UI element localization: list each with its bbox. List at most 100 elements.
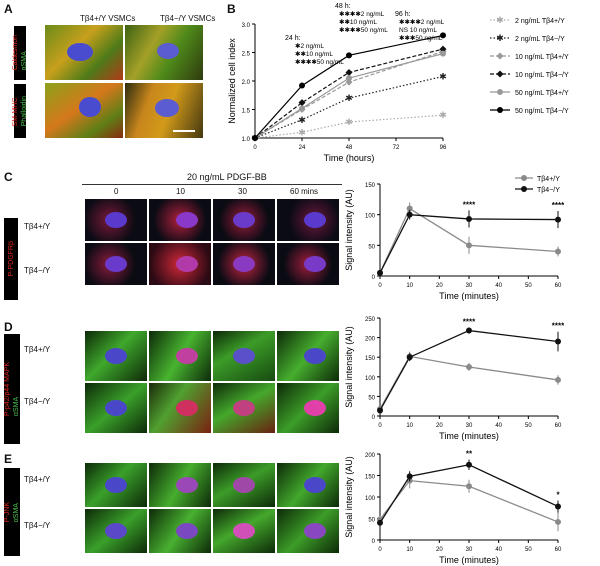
gridC-tile-r0-c2 bbox=[212, 198, 276, 242]
gridD-tile-r1-c0 bbox=[84, 382, 148, 434]
panel-a-image-caldesmon-ko bbox=[124, 24, 204, 81]
chart-c-series-line-0 bbox=[379, 207, 559, 274]
chart-d-xtick-label: 60 bbox=[555, 423, 562, 429]
chart-e-ytick-label: 200 bbox=[365, 453, 376, 459]
chart-c-ytick-label: 50 bbox=[368, 244, 375, 250]
chart-b-point-5-2 bbox=[346, 52, 352, 59]
chart-c-legend-marker-0 bbox=[521, 175, 527, 181]
chart-c-xtick-label: 60 bbox=[555, 283, 562, 289]
panel-c-header-rule bbox=[82, 184, 342, 185]
chart-b-annotation-row-t24-2: ✱✱✱✱50 ng/mL bbox=[295, 58, 344, 66]
panel-c-row-label-ko: Tβ4−/Y bbox=[24, 266, 51, 275]
chart-d-point-1-1 bbox=[406, 354, 413, 361]
chart-e-xtick-label: 30 bbox=[466, 547, 473, 553]
gridD-nucleus-r0-c2 bbox=[233, 348, 255, 364]
chart-e-point-0-2 bbox=[466, 483, 472, 490]
chart-e-point-1-0 bbox=[377, 519, 383, 526]
chart-e-ytick-label: 150 bbox=[365, 475, 376, 481]
chart-e-ytick-label: 100 bbox=[365, 496, 376, 502]
panel-a-side-label-2-red: SM-MHC bbox=[12, 97, 19, 127]
chart-e-xtick-label: 10 bbox=[406, 547, 413, 553]
gridC-tile-r1-c2 bbox=[212, 242, 276, 286]
chart-b-xtick-label: 24 bbox=[299, 145, 306, 151]
panel-a-side-label-1-red: Caldesmon bbox=[12, 35, 19, 71]
chart-b-ytick-label: 2.0 bbox=[242, 80, 251, 86]
chart-b-series-line-5 bbox=[254, 34, 444, 139]
chart-d-point-1-0 bbox=[377, 407, 383, 414]
chart-e-point-1-1 bbox=[406, 473, 413, 480]
panel-e-side-label-green: αSMA bbox=[13, 502, 20, 523]
gridD-nucleus-r1-c0 bbox=[105, 400, 127, 416]
chart-c-point-1-0 bbox=[377, 269, 383, 276]
chart-b-ytick-label: 2.5 bbox=[242, 52, 251, 58]
chart-b-annotation-row-t96-0: ✱✱✱✱2 ng/mL bbox=[399, 18, 445, 26]
gridC-tile-r1-c1 bbox=[148, 242, 212, 286]
chart-b-point-5-1 bbox=[299, 82, 305, 89]
chart-b-point-1-2: ✱ bbox=[345, 93, 353, 103]
chart-d-ytick-label: 200 bbox=[365, 337, 376, 343]
chart-b-point-4-1 bbox=[299, 105, 305, 112]
gridE-tile-r1-c2 bbox=[212, 508, 276, 554]
chart-b-legend-label-1: 2 ng/mL Tβ4−/Y bbox=[515, 36, 565, 43]
gridD-nucleus-r1-c3 bbox=[304, 400, 326, 416]
gridD-nucleus-r0-c1 bbox=[176, 348, 198, 364]
chart-c-legend-label-0: Tβ4+/Y bbox=[537, 176, 560, 183]
chart-c-xlabel: Time (minutes) bbox=[439, 291, 499, 301]
gridC-nucleus-r1-c0 bbox=[105, 256, 127, 272]
chart-d-ytick-label: 0 bbox=[372, 415, 376, 421]
panel-c-timepoint-0: 0 bbox=[114, 187, 119, 196]
gridE-tile-r0-c0 bbox=[84, 462, 148, 508]
chart-b-point-4-3 bbox=[440, 50, 446, 57]
gridC-nucleus-r1-c2 bbox=[233, 256, 255, 272]
gridC-tile-r0-c1 bbox=[148, 198, 212, 242]
chart-b-ytick-label: 1.0 bbox=[242, 137, 251, 143]
panel-d-row-label-ko: Tβ4−/Y bbox=[24, 397, 51, 406]
chart-b-point-1-3: ✱ bbox=[439, 71, 447, 81]
panel-e-row-label-ko: Tβ4−/Y bbox=[24, 521, 51, 530]
gridD-tile-r1-c2 bbox=[212, 382, 276, 434]
panel-c-treatment: 20 ng/mL PDGF-BB bbox=[187, 172, 267, 182]
chart-c-series-line-1 bbox=[379, 213, 559, 274]
chart-d-point-0-2 bbox=[466, 364, 472, 370]
gridC-tile-r0-c3 bbox=[276, 198, 340, 242]
chart-b-point-1-1: ✱ bbox=[298, 115, 306, 125]
panel-d-row-label-wt: Tβ4+/Y bbox=[24, 345, 51, 354]
chart-b-point-3-1 bbox=[298, 99, 306, 107]
chart-e-xtick-label: 60 bbox=[555, 547, 562, 553]
panel-c-timepoint-60: 60 mins bbox=[290, 187, 319, 196]
chart-c-ytick-label: 150 bbox=[365, 183, 376, 189]
chart-b-series-line-4 bbox=[254, 53, 444, 139]
gridD-tile-r1-c3 bbox=[276, 382, 340, 434]
gridC-nucleus-r0-c1 bbox=[176, 212, 198, 228]
chart-c-ytick-label: 100 bbox=[365, 214, 376, 220]
panel-d-label: D bbox=[4, 320, 13, 334]
gridD-nucleus-r0-c3 bbox=[304, 348, 326, 364]
panel-a-image-caldesmon-wt bbox=[44, 24, 124, 81]
chart-e-point-1-3 bbox=[555, 503, 561, 510]
panel-e-side-label: P-JNK αSMA bbox=[4, 468, 20, 556]
chart-d-ytick-label: 50 bbox=[368, 395, 375, 401]
chart-b-legend-label-0: 2 ng/mL Tβ4+/Y bbox=[515, 18, 565, 25]
gridC-tile-r1-c0 bbox=[84, 242, 148, 286]
panel-c-timepoint-30: 30 bbox=[238, 187, 247, 196]
gridD-nucleus-r0-c0 bbox=[105, 348, 127, 364]
chart-b-point-0-2: ✱ bbox=[345, 117, 353, 127]
chart-d-xtick-label: 10 bbox=[406, 423, 413, 429]
gridE-tile-r1-c0 bbox=[84, 508, 148, 554]
chart-b-ytick-label: 1.5 bbox=[242, 109, 251, 115]
gridD-tile-r0-c2 bbox=[212, 330, 276, 382]
chart-e-series-line-1 bbox=[379, 464, 559, 524]
chart-c-point-0-2 bbox=[466, 242, 472, 249]
chart-b-ytick-label: 3.0 bbox=[242, 23, 251, 29]
chart-c-xtick-label: 10 bbox=[406, 283, 413, 289]
chart-e-ytick-label: 50 bbox=[368, 518, 375, 524]
chart-c-point-1-3 bbox=[555, 216, 561, 223]
chart-b-point-3-2 bbox=[345, 68, 353, 76]
gridE-nucleus-r1-c1 bbox=[176, 523, 198, 539]
chart-e-significance-1: * bbox=[556, 490, 560, 499]
panel-a-image-smmhc-wt bbox=[44, 82, 124, 139]
chart-c-xtick-label: 0 bbox=[378, 283, 382, 289]
panel-d-side-label: P-p42/p44 MAPK αSMA bbox=[4, 334, 20, 444]
panel-e-label: E bbox=[4, 452, 13, 466]
gridC-nucleus-r0-c2 bbox=[233, 212, 255, 228]
